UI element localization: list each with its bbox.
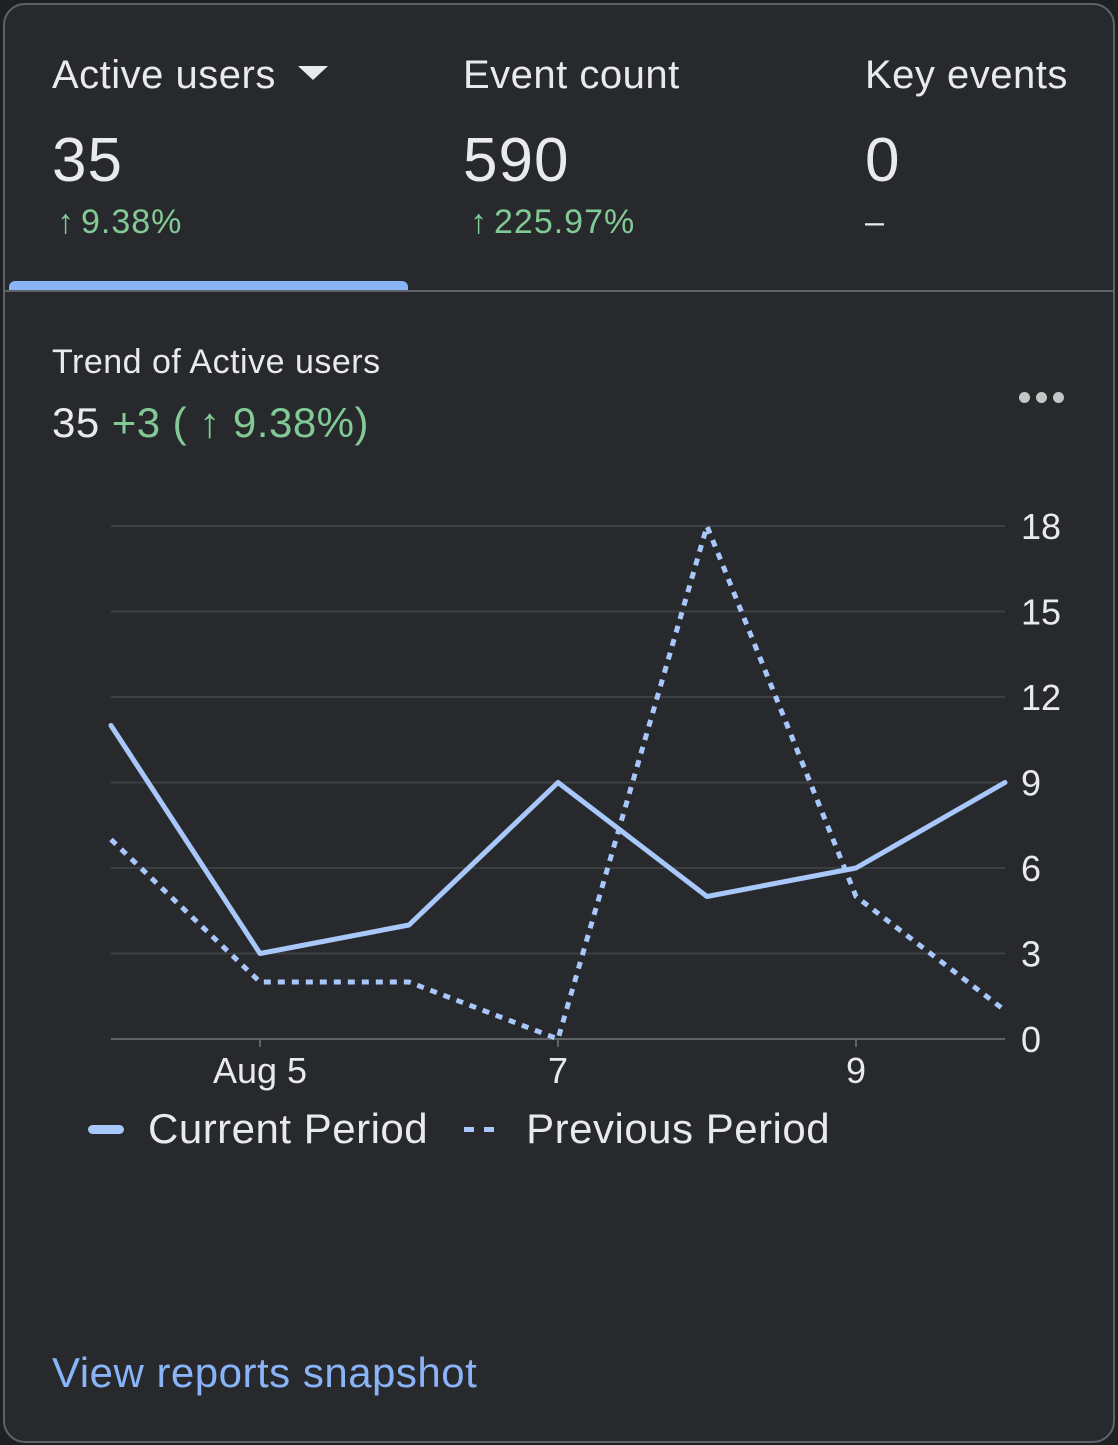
active-users-card: Active users 35 ↑ 9.38% Event count 590 ↑…: [3, 3, 1115, 1443]
metric-change-event-count: ↑ 225.97%: [470, 203, 636, 241]
previous-period-line: [109, 523, 1007, 1042]
trend-delta: +3: [111, 399, 161, 446]
x-tick-label: 9: [846, 1050, 866, 1091]
metric-title-active-users[interactable]: Active users: [52, 53, 328, 98]
x-tick-label: 7: [548, 1050, 568, 1091]
legend-item-previous[interactable]: Previous Period: [428, 1105, 830, 1153]
y-tick-label: 18: [1021, 506, 1061, 547]
legend-label-previous: Previous Period: [526, 1105, 831, 1152]
metric-value-active-users: 35: [52, 126, 123, 195]
tab-key-events[interactable]: Key events 0 –: [812, 5, 1113, 293]
more-options-button[interactable]: [1009, 377, 1073, 417]
current-period-line: [108, 723, 1008, 956]
more-dot: [1052, 391, 1064, 403]
more-horizontal-icon: [1018, 391, 1030, 403]
trend-total: 35: [52, 399, 100, 446]
chart-legend: Current Period Previous Period: [88, 1105, 830, 1153]
chevron-down-icon[interactable]: [297, 66, 328, 81]
metric-value-event-count: 590: [463, 126, 570, 195]
metric-tabs: Active users 35 ↑ 9.38% Event count 590 ↑…: [5, 5, 1113, 293]
trend-title: Trend of Active users: [52, 343, 381, 381]
selected-tab-indicator: [9, 281, 408, 291]
solid-line-swatch: [88, 1124, 124, 1134]
y-tick-label: 6: [1021, 848, 1041, 889]
y-tick-label: 3: [1021, 934, 1041, 975]
trend-summary: 35 +3( ↑ 9.38%): [52, 399, 369, 447]
tab-event-count[interactable]: Event count 590 ↑ 225.97%: [410, 5, 812, 293]
legend-item-current[interactable]: Current Period: [88, 1105, 428, 1153]
x-tick-label: Aug 5: [213, 1050, 307, 1091]
y-tick-label: 9: [1021, 763, 1041, 804]
metric-title-key-events: Key events: [865, 53, 1068, 97]
metric-change-active-users: ↑ 9.38%: [57, 203, 183, 241]
more-dot: [1035, 391, 1047, 403]
view-reports-snapshot-link[interactable]: View reports snapshot: [52, 1349, 478, 1396]
y-tick-label: 15: [1021, 592, 1061, 633]
arrow-up-icon: ↑: [470, 203, 488, 241]
y-tick-label: 12: [1021, 677, 1061, 718]
trend-percent-change: ( ↑ 9.38%): [172, 399, 370, 446]
metric-value-key-events: 0: [865, 126, 901, 195]
tab-active-users[interactable]: Active users 35 ↑ 9.38%: [5, 5, 410, 293]
metric-title-event-count: Event count: [463, 53, 680, 97]
dashed-line-swatch: [464, 1126, 495, 1132]
metric-change-key-events: –: [865, 203, 885, 241]
legend-label-current: Current Period: [148, 1105, 429, 1152]
arrow-up-icon: ↑: [57, 203, 75, 241]
trend-line-chart: 0 3 6 9 12 15 18 Aug 5 7 9: [108, 506, 1061, 1091]
tab-divider: [5, 290, 1113, 292]
y-tick-label: 0: [1021, 1019, 1041, 1060]
